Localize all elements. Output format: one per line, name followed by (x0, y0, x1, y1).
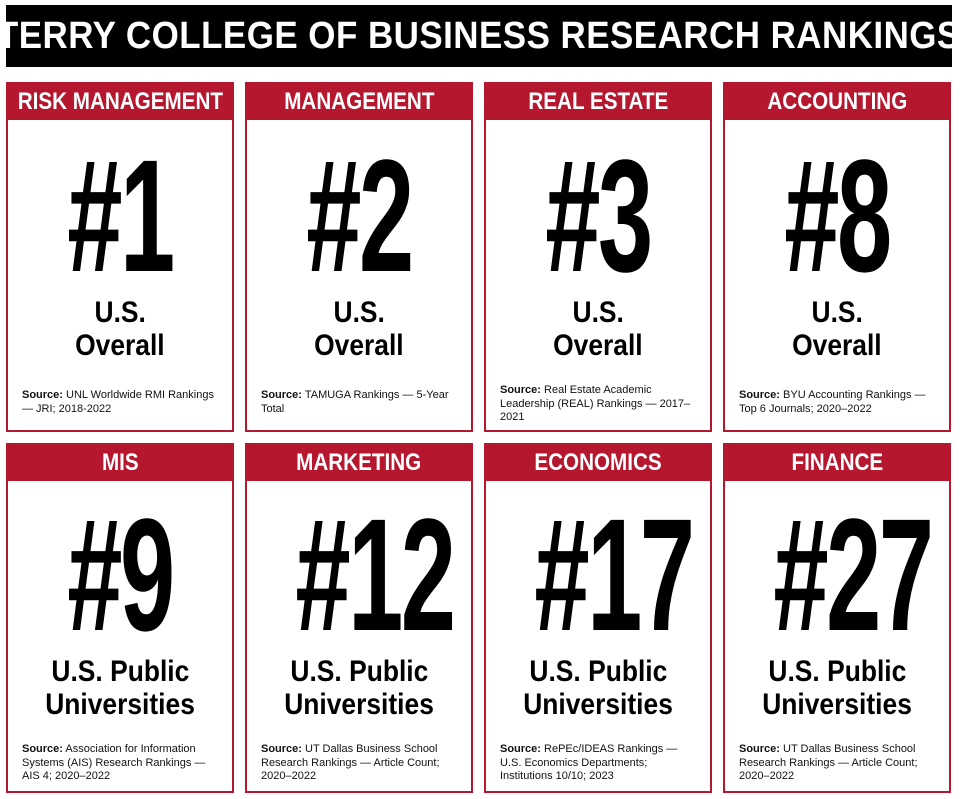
ranking-card-risk-management: RISK MANAGEMENT #1 U.S. Overall Source: … (6, 82, 234, 432)
card-header: RISK MANAGEMENT (8, 84, 232, 120)
page-title: TERRY COLLEGE OF BUSINESS RESEARCH RANKI… (0, 14, 960, 57)
ranking-card-accounting: ACCOUNTING #8 U.S. Overall Source: BYU A… (723, 82, 951, 432)
source-note: Source: TAMUGA Rankings — 5-Year Total (261, 389, 449, 415)
rank-number: #9 (67, 485, 175, 664)
scope-line-2: Universities (45, 688, 195, 721)
card-header: ECONOMICS (486, 445, 710, 481)
card-category: FINANCE (791, 449, 883, 476)
scope-line-1: U.S. (94, 296, 146, 329)
rank-number: #12 (295, 485, 456, 664)
source-note: Source: BYU Accounting Rankings — Top 6 … (739, 389, 926, 415)
scope-line-1: U.S. Public (529, 655, 667, 688)
card-category: MARKETING (296, 449, 422, 476)
card-category: ECONOMICS (534, 449, 662, 476)
source-note: Source: RePEc/IDEAS Rankings — U.S. Econ… (500, 743, 678, 782)
source-note: Source: Association for Information Syst… (22, 743, 206, 782)
source-note: Source: UT Dallas Business School Resear… (739, 743, 918, 782)
scope-line-2: Overall (792, 329, 882, 362)
scope-line-1: U.S. (572, 296, 624, 329)
ranking-card-economics: ECONOMICS #17 U.S. Public Universities S… (484, 443, 712, 793)
card-header: FINANCE (725, 445, 949, 481)
scope-line-1: U.S. (811, 296, 863, 329)
card-category: MANAGEMENT (283, 88, 435, 115)
ranking-card-mis: MIS #9 U.S. Public Universities Source: … (6, 443, 234, 793)
card-header: MIS (8, 445, 232, 481)
rank-number: #17 (534, 485, 695, 664)
rank-number: #2 (306, 126, 414, 305)
scope-line-1: U.S. (333, 296, 385, 329)
scope-line-2: Universities (523, 688, 673, 721)
card-category: ACCOUNTING (767, 88, 907, 115)
rank-number: #1 (67, 126, 175, 305)
card-category: REAL ESTATE (528, 88, 668, 115)
card-category: RISK MANAGEMENT (17, 88, 223, 115)
ranking-card-finance: FINANCE #27 U.S. Public Universities Sou… (723, 443, 951, 793)
rank-number: #27 (773, 485, 934, 664)
scope-line-2: Overall (314, 329, 404, 362)
ranking-card-marketing: MARKETING #12 U.S. Public Universities S… (245, 443, 473, 793)
ranking-card-management: MANAGEMENT #2 U.S. Overall Source: TAMUG… (245, 82, 473, 432)
scope-line-1: U.S. Public (51, 655, 189, 688)
title-banner: TERRY COLLEGE OF BUSINESS RESEARCH RANKI… (0, 5, 960, 67)
source-note: Source: Real Estate Academic Leadership … (500, 384, 691, 423)
scope-line-1: U.S. Public (768, 655, 906, 688)
ranking-card-real-estate: REAL ESTATE #3 U.S. Overall Source: Real… (484, 82, 712, 432)
card-header: REAL ESTATE (486, 84, 710, 120)
source-note: Source: UNL Worldwide RMI Rankings — JRI… (22, 389, 214, 415)
rank-number: #3 (545, 126, 653, 305)
scope-line-2: Overall (553, 329, 643, 362)
card-category: MIS (101, 449, 139, 476)
rank-number: #8 (784, 126, 892, 305)
scope-line-1: U.S. Public (290, 655, 428, 688)
scope-line-2: Overall (75, 329, 165, 362)
scope-line-2: Universities (284, 688, 434, 721)
card-header: MANAGEMENT (247, 84, 471, 120)
scope-line-2: Universities (762, 688, 912, 721)
card-header: MARKETING (247, 445, 471, 481)
card-header: ACCOUNTING (725, 84, 949, 120)
source-note: Source: UT Dallas Business School Resear… (261, 743, 440, 782)
